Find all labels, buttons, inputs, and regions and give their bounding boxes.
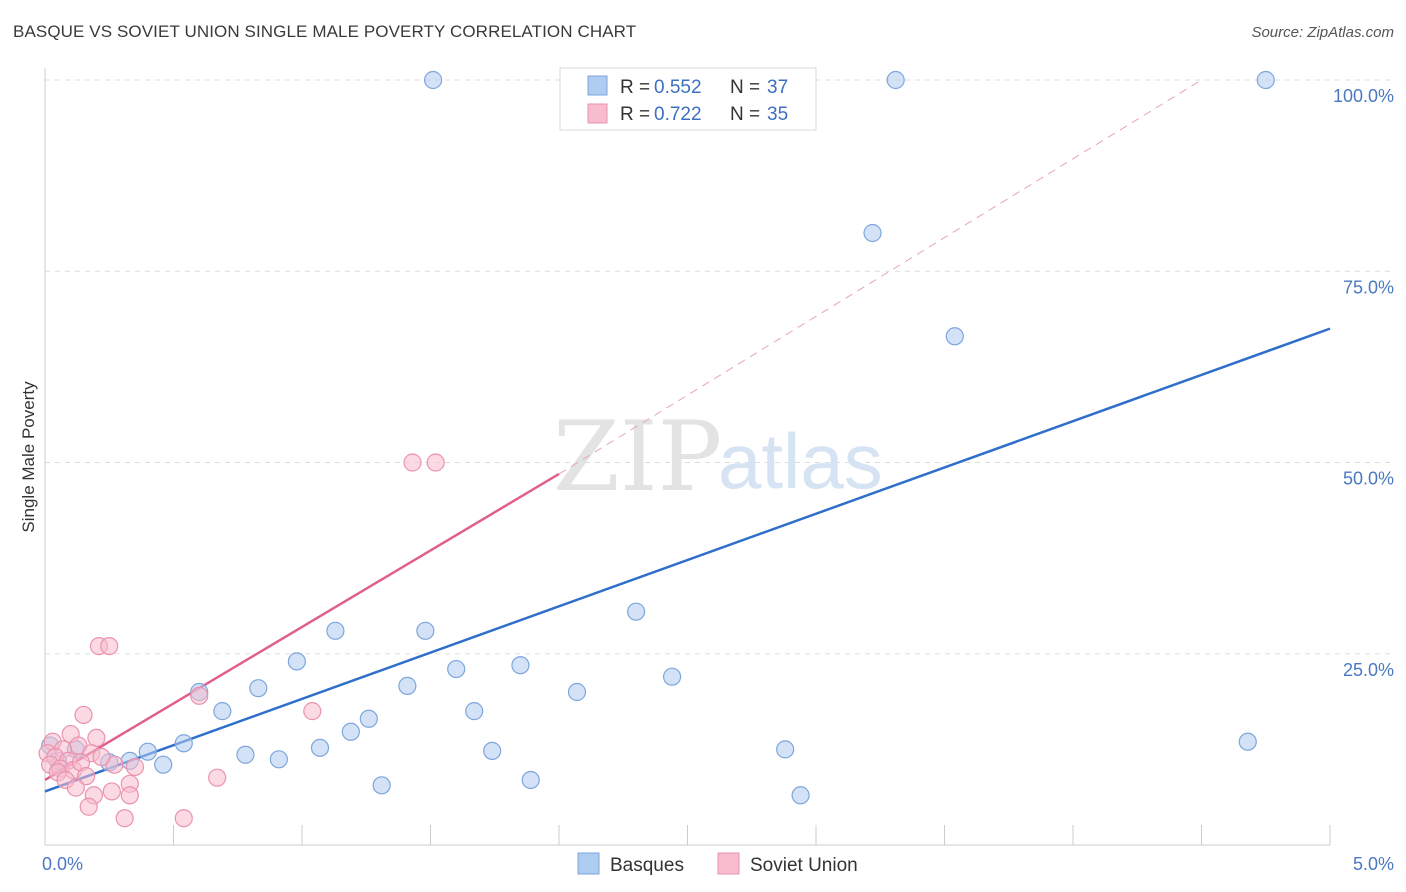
bottom-legend-swatch-soviet-union bbox=[717, 852, 740, 875]
legend-n-value-basques: 37 bbox=[767, 77, 788, 98]
point-soviet-union bbox=[102, 782, 121, 801]
point-basques bbox=[326, 621, 345, 640]
trend-line-basques bbox=[44, 327, 1331, 793]
legend-swatch-soviet-union bbox=[587, 103, 608, 124]
x-tick-labels: 0.0% 5.0% bbox=[42, 854, 1394, 874]
point-soviet-union bbox=[303, 702, 322, 721]
trend-extension-soviet-union bbox=[558, 79, 1202, 475]
y-axis-label: Single Male Poverty bbox=[19, 381, 38, 533]
point-basques bbox=[791, 786, 810, 805]
trend-line-soviet-union bbox=[44, 472, 560, 782]
grid-lines bbox=[45, 79, 1395, 655]
legend-n-label-basques: N = bbox=[730, 77, 760, 98]
legend-swatch-basques bbox=[587, 75, 608, 96]
top-legend: R = 0.552 N = 37 R = 0.722 N = 35 bbox=[559, 67, 817, 131]
point-basques bbox=[154, 755, 173, 774]
point-soviet-union bbox=[403, 453, 422, 472]
bottom-legend-label-soviet-union: Soviet Union bbox=[750, 855, 858, 876]
point-soviet-union bbox=[115, 809, 134, 828]
point-basques bbox=[269, 750, 288, 769]
x-tick-label: 5.0% bbox=[1353, 854, 1394, 874]
point-basques bbox=[511, 656, 530, 675]
y-tick-labels: 25.0% 50.0% 75.0% 100.0% bbox=[1333, 86, 1394, 680]
point-basques bbox=[1256, 70, 1275, 90]
point-soviet-union bbox=[426, 453, 445, 472]
point-soviet-union bbox=[208, 768, 227, 787]
point-basques bbox=[662, 667, 682, 686]
point-basques bbox=[945, 327, 964, 346]
point-soviet-union bbox=[77, 767, 96, 786]
point-basques bbox=[567, 682, 587, 702]
point-basques bbox=[1238, 732, 1257, 751]
point-basques bbox=[626, 602, 646, 621]
point-basques bbox=[249, 679, 268, 698]
point-soviet-union bbox=[79, 797, 98, 816]
point-soviet-union bbox=[87, 728, 106, 748]
point-basques bbox=[236, 745, 255, 764]
source-credit: Source: ZipAtlas.com bbox=[1251, 24, 1394, 41]
bottom-legend-label-basques: Basques bbox=[610, 855, 684, 876]
y-tick-label: 75.0% bbox=[1343, 277, 1394, 297]
watermark: ZIP atlas bbox=[553, 401, 883, 513]
chart-title: BASQUE VS SOVIET UNION SINGLE MALE POVER… bbox=[13, 22, 637, 41]
point-basques bbox=[465, 702, 484, 721]
legend-n-value-soviet-union: 35 bbox=[767, 104, 788, 125]
point-basques bbox=[416, 621, 435, 640]
point-soviet-union bbox=[190, 686, 209, 705]
point-basques bbox=[372, 776, 391, 795]
point-basques bbox=[287, 652, 306, 671]
point-soviet-union bbox=[74, 705, 93, 725]
data-points bbox=[38, 70, 1275, 828]
legend-r-label-soviet-union: R = bbox=[620, 104, 650, 125]
point-soviet-union bbox=[66, 778, 85, 797]
bottom-legend-swatch-basques bbox=[577, 852, 600, 875]
point-basques bbox=[886, 70, 905, 90]
y-tick-label: 25.0% bbox=[1343, 660, 1394, 680]
legend-r-value-soviet-union: 0.722 bbox=[654, 104, 702, 125]
watermark-atlas: atlas bbox=[718, 417, 883, 505]
trend-lines bbox=[44, 79, 1331, 793]
point-basques bbox=[341, 722, 360, 741]
point-basques bbox=[521, 770, 540, 790]
point-basques bbox=[138, 742, 157, 761]
legend-n-label-soviet-union: N = bbox=[730, 104, 760, 125]
point-soviet-union bbox=[174, 809, 193, 828]
point-basques bbox=[174, 734, 193, 753]
bottom-legend: Basques Soviet Union bbox=[577, 852, 858, 876]
point-basques bbox=[863, 223, 882, 243]
point-basques bbox=[776, 740, 795, 759]
point-basques bbox=[447, 659, 466, 679]
point-soviet-union bbox=[100, 636, 119, 656]
point-basques bbox=[423, 70, 443, 90]
point-basques bbox=[310, 738, 330, 757]
point-soviet-union bbox=[125, 757, 145, 777]
point-basques bbox=[213, 702, 232, 721]
point-soviet-union bbox=[92, 747, 111, 767]
y-tick-label: 100.0% bbox=[1333, 86, 1394, 106]
axes bbox=[44, 68, 1331, 846]
point-basques bbox=[398, 676, 417, 695]
legend-r-value-basques: 0.552 bbox=[654, 77, 702, 98]
x-tick-label: 0.0% bbox=[42, 854, 83, 874]
point-basques bbox=[359, 709, 378, 728]
legend-r-label-basques: R = bbox=[620, 77, 650, 98]
point-soviet-union bbox=[120, 786, 139, 805]
y-tick-label: 50.0% bbox=[1343, 469, 1394, 489]
watermark-zip: ZIP bbox=[553, 401, 722, 513]
point-basques bbox=[483, 741, 502, 761]
